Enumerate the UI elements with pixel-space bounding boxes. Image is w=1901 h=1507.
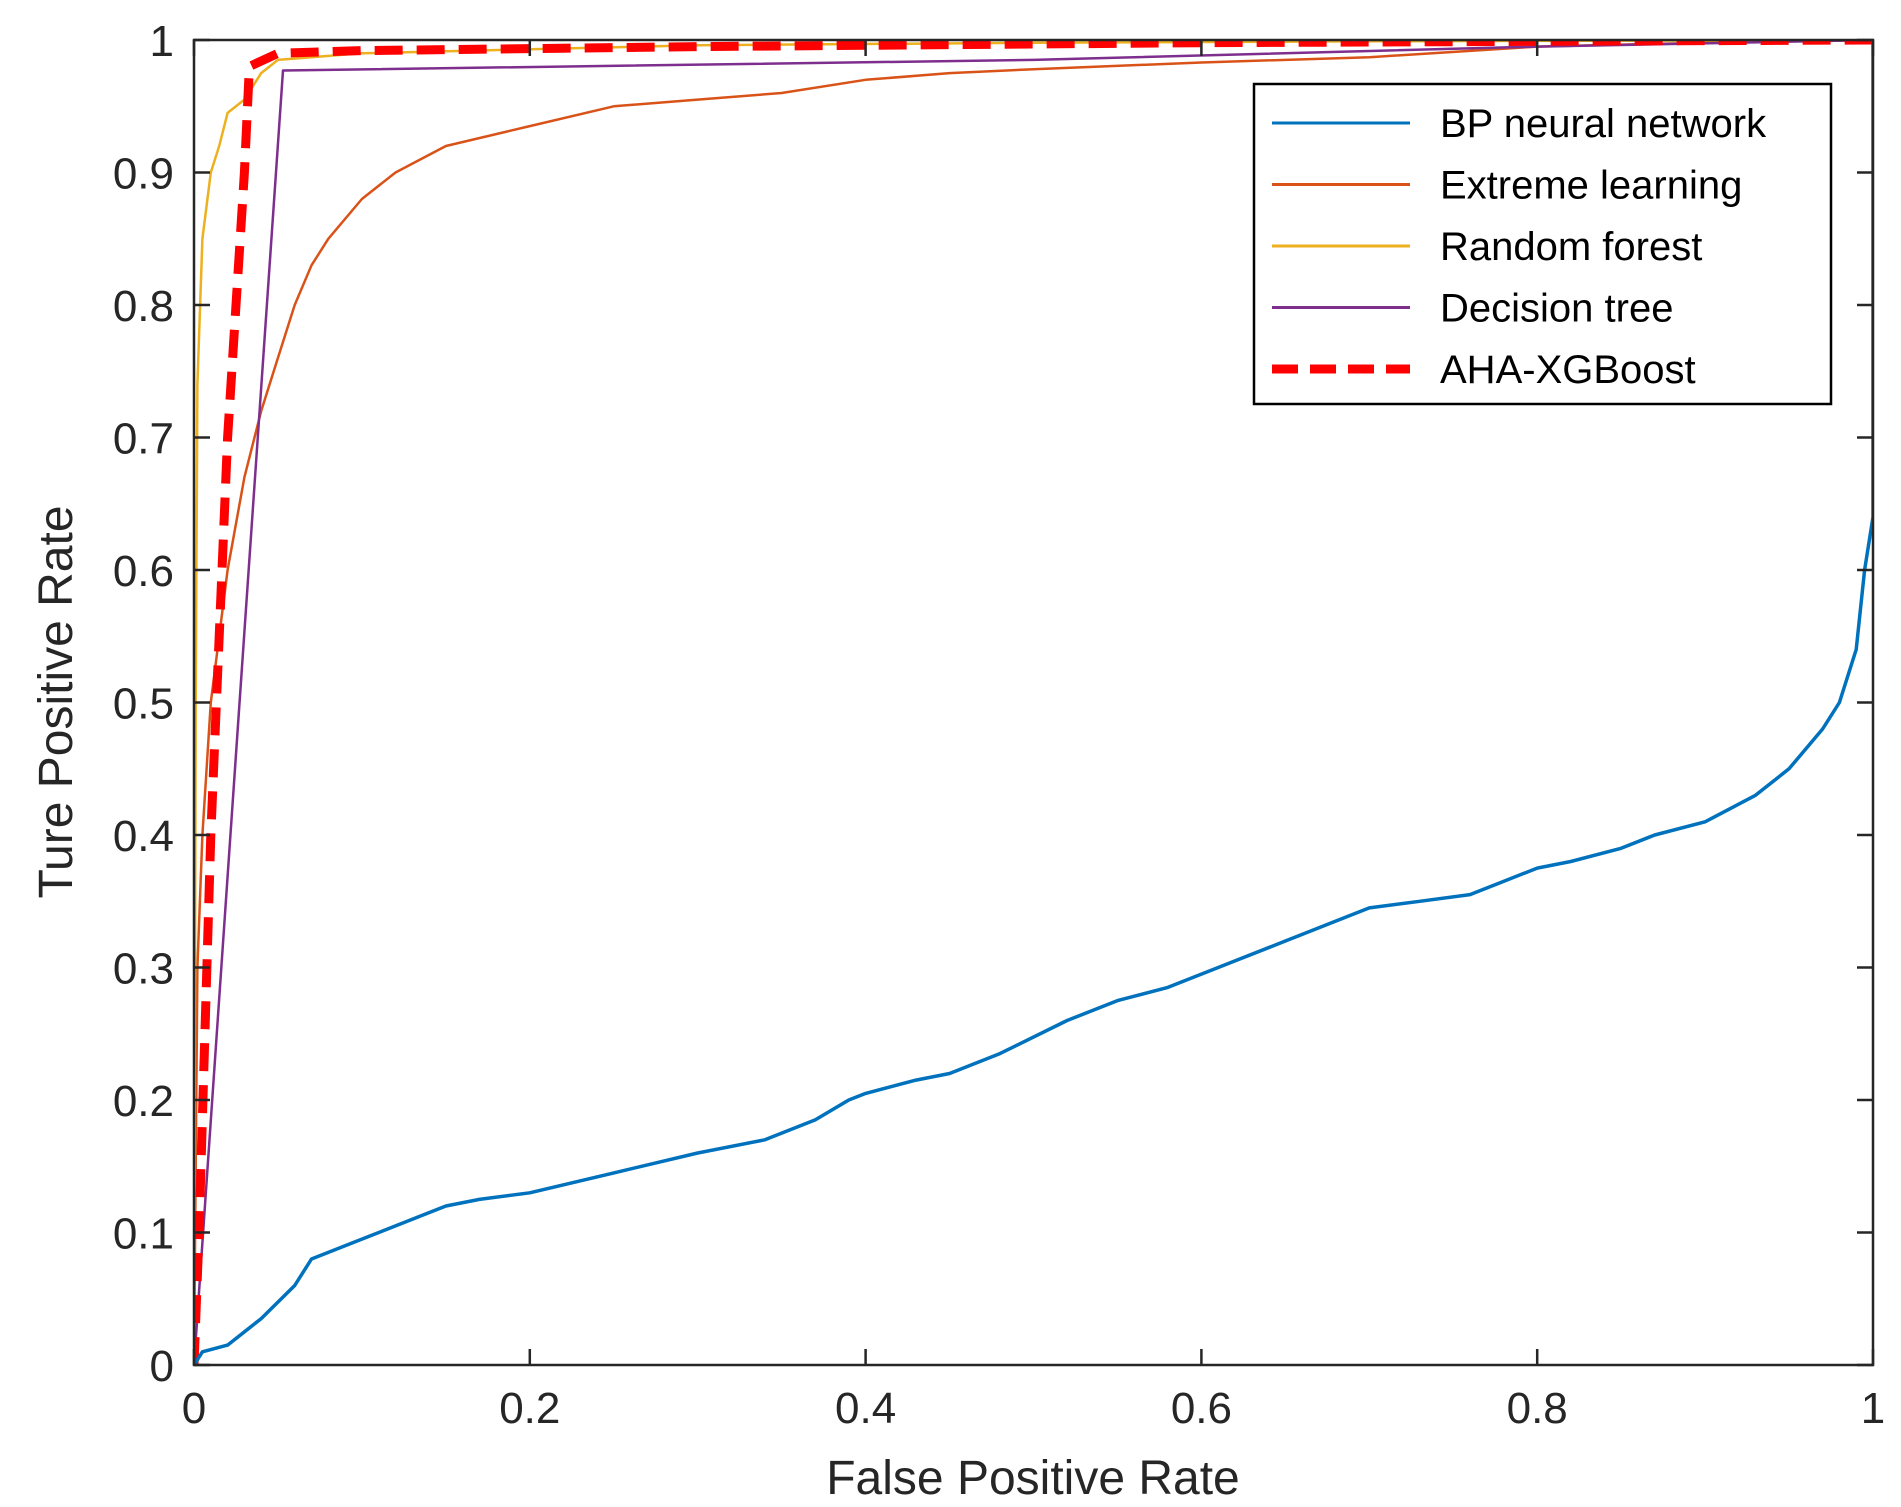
legend-label: Decision tree: [1440, 287, 1673, 331]
legend-box: [1252, 82, 1833, 406]
legend-label: BP neural network: [1440, 102, 1767, 146]
series-line-extreme-learning: [194, 40, 1873, 1365]
series-line-bp-neural-network: [194, 40, 1873, 1365]
ticks-layer: 0 0.2 0.4 0.6 0.8 1 0 0.1 0.2 0.3 0.4 0.5 0.6 0.7 0.8 0…: [113, 17, 1885, 1433]
y-tick-label: 0.3: [113, 945, 174, 994]
y-tick-label: 0: [150, 1342, 174, 1391]
x-tick-label: 0.2: [499, 1384, 560, 1433]
x-tick-label: 0.6: [1171, 1384, 1232, 1433]
y-tick-label: 0.5: [113, 680, 174, 729]
legend-entry: BP neural network: [1272, 102, 1767, 146]
y-axis-label: Ture Positive Rate: [30, 505, 83, 898]
legend-entry: Random forest: [1272, 225, 1702, 269]
x-tick-label: 0.4: [835, 1384, 896, 1433]
legend-entry: AHA-XGBoost: [1272, 348, 1696, 392]
x-tick-label: 1: [1861, 1384, 1885, 1433]
y-tick-label: 1: [150, 17, 174, 66]
x-axis-label: False Positive Rate: [826, 1452, 1240, 1505]
y-tick-label: 0.4: [113, 812, 174, 861]
x-tick-label: 0.8: [1507, 1384, 1568, 1433]
legend-entry: Decision tree: [1272, 287, 1673, 331]
legend-label: Extreme learning: [1440, 164, 1742, 208]
legend-entries: BP neural network Extreme learning Random …: [1272, 102, 1767, 392]
y-tick-label: 0.8: [113, 282, 174, 331]
legend-label: AHA-XGBoost: [1440, 348, 1696, 392]
y-tick-label: 0.1: [113, 1210, 174, 1259]
x-tick-label: 0: [182, 1384, 206, 1433]
y-tick-label: 0.6: [113, 547, 174, 596]
y-tick-label: 0.7: [113, 415, 174, 464]
y-tick-label: 0.9: [113, 150, 174, 199]
legend: BP neural network Extreme learning Random …: [1252, 82, 1833, 406]
y-tick-label: 0.2: [113, 1077, 174, 1126]
legend-label: Random forest: [1440, 225, 1702, 269]
legend-entry: Extreme learning: [1272, 164, 1742, 208]
